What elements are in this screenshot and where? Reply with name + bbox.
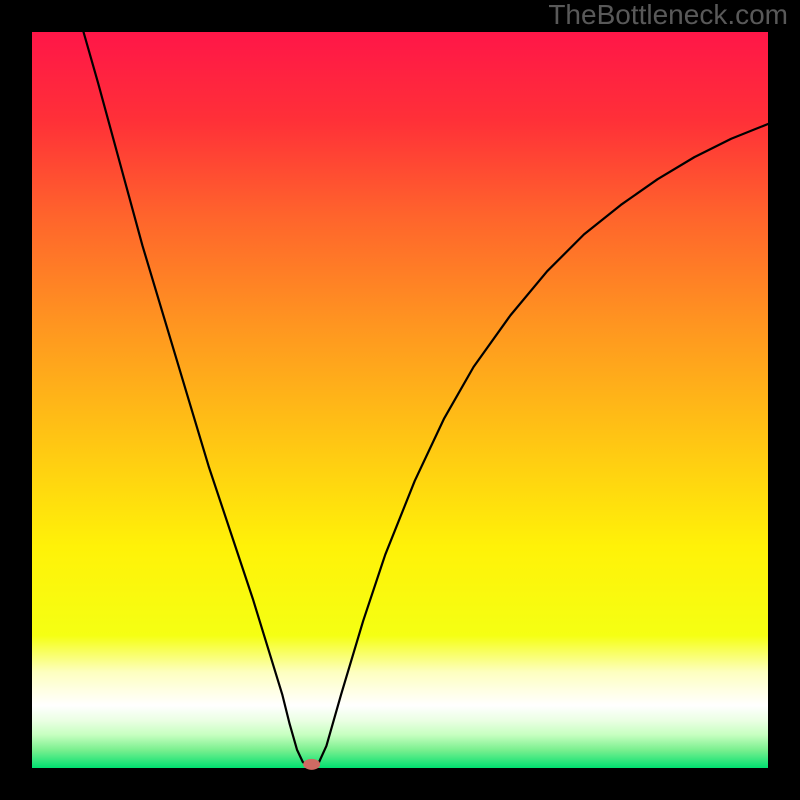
chart-stage: TheBottleneck.com — [0, 0, 800, 800]
watermark-text: TheBottleneck.com — [548, 0, 788, 30]
plot-background — [32, 32, 768, 768]
bottleneck-chart-svg: TheBottleneck.com — [0, 0, 800, 800]
minimum-marker — [304, 759, 320, 769]
